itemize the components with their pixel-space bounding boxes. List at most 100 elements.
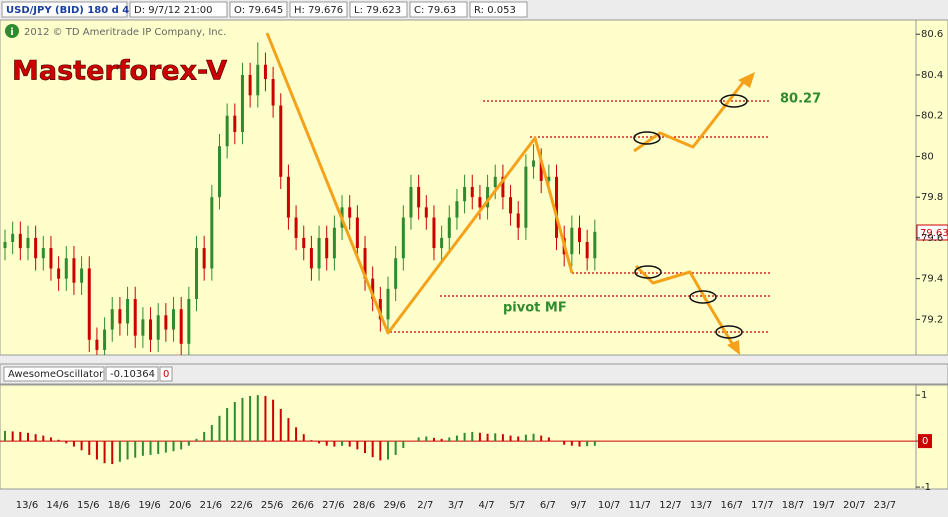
candle-body: [424, 207, 428, 218]
candle-body: [3, 241, 7, 249]
info-text: O: 79.645: [234, 5, 283, 16]
x-tick-label: 28/6: [353, 500, 375, 511]
copyright: 2012 © TD Ameritrade IP Company, Inc.: [24, 27, 226, 38]
candle-body: [279, 105, 283, 177]
info-icon: [5, 24, 19, 38]
candle-body: [149, 319, 153, 340]
candle-body: [217, 146, 221, 198]
candle-body: [179, 309, 183, 344]
osc-tick-label: -1: [921, 482, 931, 493]
marker-ellipse: [715, 325, 743, 339]
candle-body: [103, 329, 107, 350]
candle-body: [49, 248, 53, 269]
candle-body: [555, 176, 559, 238]
x-tick-label: 16/7: [720, 500, 742, 511]
candle-body: [263, 64, 267, 80]
candle-body: [394, 258, 398, 289]
oscillator-panel: [0, 384, 917, 490]
pivot-annotation: pivot MF: [503, 301, 567, 316]
candle-body: [371, 278, 375, 300]
oscillator: -1010: [0, 390, 932, 493]
level-annotation: 80.27: [780, 92, 821, 107]
candle-body: [18, 233, 22, 249]
candle-body: [110, 309, 114, 330]
x-tick-label: 17/7: [751, 500, 773, 511]
candle-body: [95, 339, 99, 350]
x-tick-label: 18/6: [108, 500, 130, 511]
x-tick-label: 13/7: [690, 500, 712, 511]
x-tick-label: 19/6: [138, 500, 160, 511]
y-tick-label: 79.4: [921, 274, 943, 285]
candle-body: [539, 160, 543, 181]
y-tick-label: 80.6: [921, 29, 943, 40]
x-tick-label: 10/7: [598, 500, 620, 511]
x-tick-label: 19/7: [812, 500, 834, 511]
candle-body: [325, 237, 329, 259]
info-box: [349, 1, 408, 18]
info-bar: USD/JPY (BID) 180 d 4hD: 9/7/12 21:00 O: …: [1, 1, 528, 18]
y-tick-label: 79.8: [921, 192, 943, 203]
candle-body: [317, 237, 321, 269]
candle-body: [187, 299, 191, 344]
x-tick-label: 5/7: [509, 500, 525, 511]
candle-body: [386, 288, 390, 320]
candle-body: [118, 309, 122, 324]
candle-body: [225, 115, 229, 147]
y-tick-label: 80.4: [921, 70, 943, 81]
x-tick-label: 20/7: [843, 500, 865, 511]
x-tick-label: 11/7: [629, 500, 651, 511]
x-tick-label: 21/6: [200, 500, 222, 511]
osc-tick-label: 1: [921, 390, 927, 401]
candle-body: [256, 64, 260, 96]
candle-body: [271, 79, 275, 106]
x-tick-label: 4/7: [479, 500, 495, 511]
candle-body: [593, 231, 597, 259]
info-box: [289, 1, 348, 18]
forecast-up: [633, 79, 747, 153]
x-tick-label: 3/7: [448, 500, 464, 511]
x-tick-label: 18/7: [782, 500, 804, 511]
candle-body: [585, 241, 589, 259]
candle-body: [417, 186, 421, 208]
candle-body: [302, 237, 306, 249]
price-axis: [915, 19, 948, 356]
y-tick-label: 79.6: [921, 233, 943, 244]
info-box: [469, 1, 528, 18]
x-tick-label: 6/7: [540, 500, 556, 511]
x-tick-label: 14/6: [46, 500, 68, 511]
candle-body: [486, 186, 490, 208]
info-text: H: 79.676: [294, 5, 343, 16]
marker-ellipse: [633, 131, 661, 145]
candle-body: [493, 176, 497, 187]
marker-ellipse: [689, 290, 717, 304]
drawings: [265, 32, 770, 355]
last-price: 79.63: [920, 228, 948, 239]
info-text: D: 9/7/12 21:00: [134, 5, 212, 16]
osc-zero: 0: [163, 369, 169, 380]
osc-value-box: [105, 366, 159, 382]
x-tick-label: 12/7: [659, 500, 681, 511]
x-tick-label: 20/6: [169, 500, 191, 511]
candle-body: [164, 315, 168, 330]
candle-body: [195, 248, 198, 300]
title: Masterforex-V: [12, 56, 227, 87]
osc-value: -0.10364: [110, 369, 155, 380]
marker-ellipse: [634, 265, 662, 279]
candle-body: [80, 268, 84, 283]
candle-body: [378, 299, 382, 320]
candle-body: [202, 248, 206, 269]
zigzag: [265, 32, 574, 335]
info-box: [129, 1, 228, 18]
candle-body: [64, 258, 68, 279]
info-icon-letter: i: [10, 27, 13, 38]
candle-body: [470, 186, 474, 198]
x-tick-label: 26/6: [292, 500, 314, 511]
info-box: [409, 1, 468, 18]
candle-body: [447, 217, 451, 238]
candle-body: [432, 217, 436, 249]
oscillator-header: [0, 363, 948, 385]
osc-name: AwesomeOscillator: [8, 369, 104, 380]
info-box: [1, 1, 128, 18]
candle-body: [578, 227, 581, 242]
x-tick-label: 13/6: [16, 500, 38, 511]
